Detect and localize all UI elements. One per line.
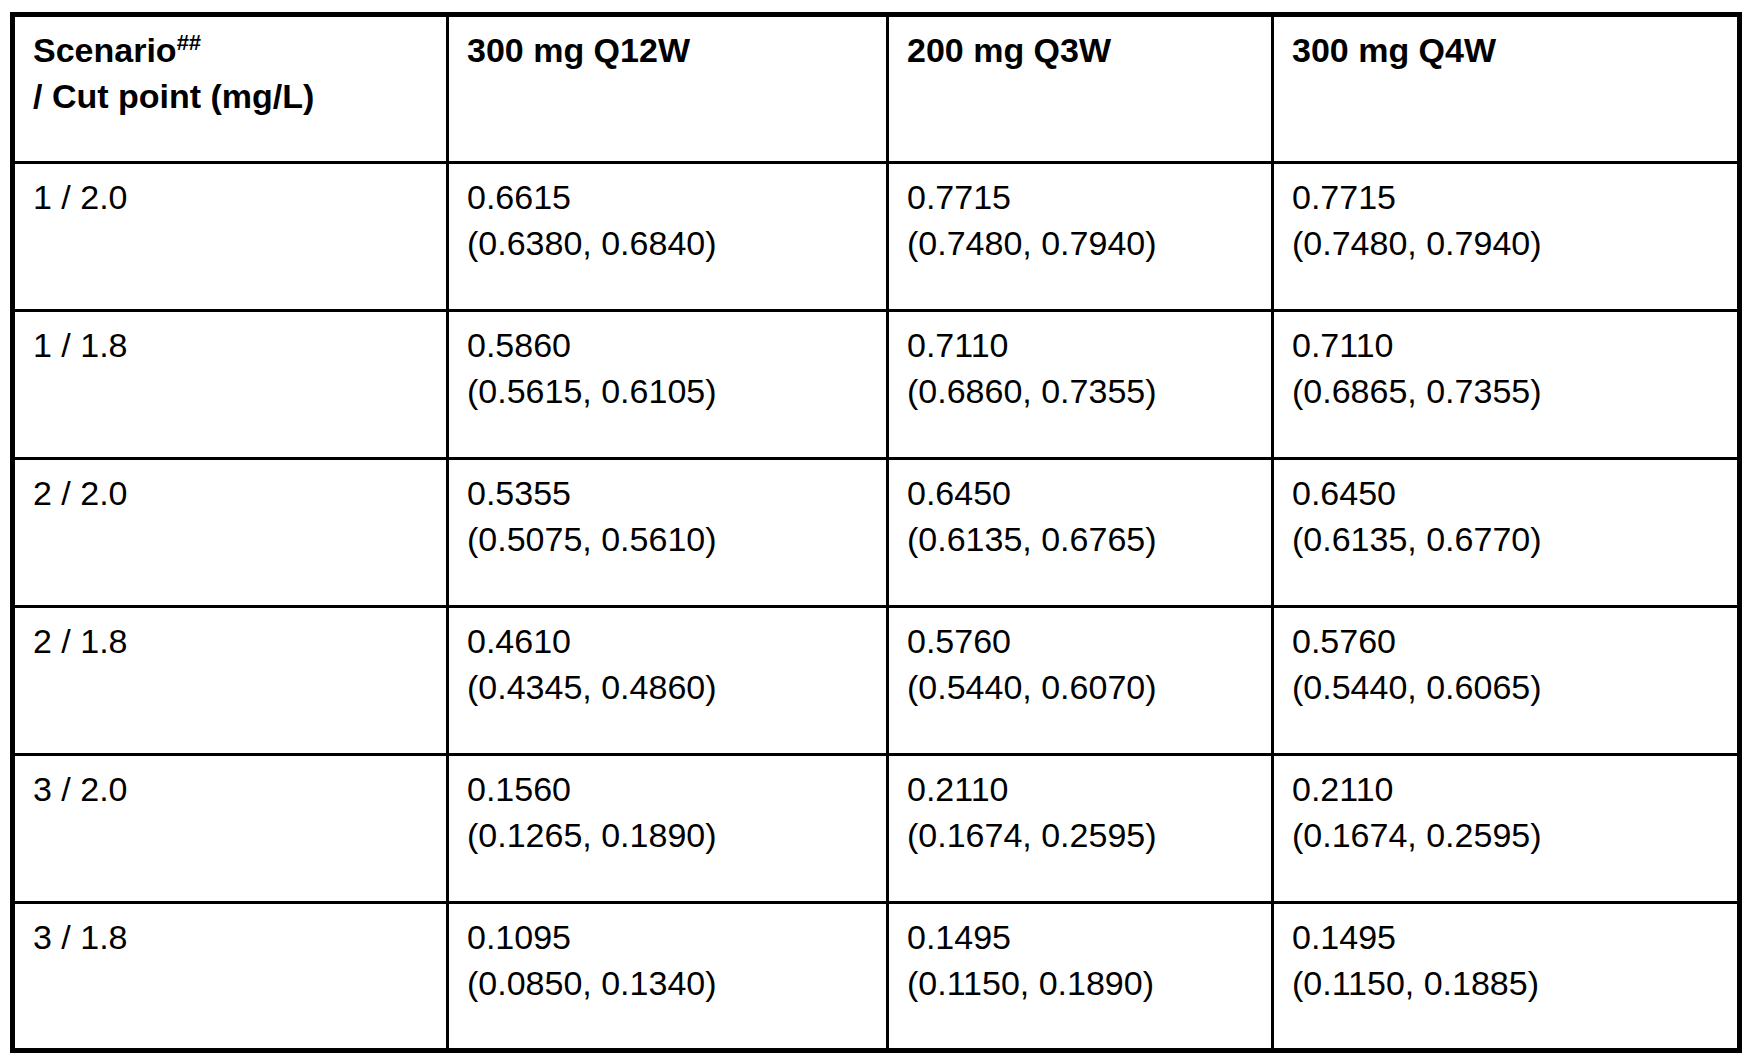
result-cell: 0.7715 (0.7480, 0.7940) (1273, 163, 1740, 311)
estimate-value: 0.5860 (467, 322, 872, 368)
table-row: 3 / 1.8 0.1095 (0.0850, 0.1340) 0.1495 (… (13, 903, 1740, 1051)
confidence-interval: (0.1674, 0.2595) (907, 812, 1257, 858)
scenario-cutpoint-cell: 1 / 1.8 (13, 311, 448, 459)
header-scenario-cutpoint: Scenario## / Cut point (mg/L) (13, 15, 448, 163)
confidence-interval: (0.5615, 0.6105) (467, 368, 872, 414)
result-cell: 0.6615 (0.6380, 0.6840) (448, 163, 888, 311)
result-cell: 0.5760 (0.5440, 0.6070) (888, 607, 1273, 755)
result-cell: 0.1560 (0.1265, 0.1890) (448, 755, 888, 903)
result-cell: 0.6450 (0.6135, 0.6765) (888, 459, 1273, 607)
confidence-interval: (0.6860, 0.7355) (907, 368, 1257, 414)
result-cell: 0.2110 (0.1674, 0.2595) (1273, 755, 1740, 903)
scenario-footnote-marker: ## (177, 30, 201, 55)
table-row: 2 / 2.0 0.5355 (0.5075, 0.5610) 0.6450 (… (13, 459, 1740, 607)
table-header-row: Scenario## / Cut point (mg/L) 300 mg Q12… (13, 15, 1740, 163)
estimate-value: 0.6450 (1292, 470, 1723, 516)
estimate-value: 0.1095 (467, 914, 872, 960)
result-cell: 0.5760 (0.5440, 0.6065) (1273, 607, 1740, 755)
estimate-value: 0.7110 (907, 322, 1257, 368)
confidence-interval: (0.1265, 0.1890) (467, 812, 872, 858)
result-cell: 0.7110 (0.6865, 0.7355) (1273, 311, 1740, 459)
confidence-interval: (0.6380, 0.6840) (467, 220, 872, 266)
result-cell: 0.6450 (0.6135, 0.6770) (1273, 459, 1740, 607)
confidence-interval: (0.1150, 0.1890) (907, 960, 1257, 1006)
header-dose-300mg-q4w: 300 mg Q4W (1273, 15, 1740, 163)
estimate-value: 0.2110 (907, 766, 1257, 812)
result-cell: 0.5355 (0.5075, 0.5610) (448, 459, 888, 607)
result-cell: 0.7715 (0.7480, 0.7940) (888, 163, 1273, 311)
scenario-cutpoint-cell: 2 / 1.8 (13, 607, 448, 755)
scenario-cutpoint-cell: 1 / 2.0 (13, 163, 448, 311)
estimate-value: 0.6450 (907, 470, 1257, 516)
result-cell: 0.1495 (0.1150, 0.1885) (1273, 903, 1740, 1051)
confidence-interval: (0.6135, 0.6770) (1292, 516, 1723, 562)
result-cell: 0.7110 (0.6860, 0.7355) (888, 311, 1273, 459)
result-cell: 0.1095 (0.0850, 0.1340) (448, 903, 888, 1051)
scenario-cutpoint-cell: 2 / 2.0 (13, 459, 448, 607)
table-row: 1 / 1.8 0.5860 (0.5615, 0.6105) 0.7110 (… (13, 311, 1740, 459)
estimate-value: 0.5760 (907, 618, 1257, 664)
estimate-value: 0.6615 (467, 174, 872, 220)
results-table: Scenario## / Cut point (mg/L) 300 mg Q12… (10, 12, 1742, 1053)
header-dose-300mg-q12w: 300 mg Q12W (448, 15, 888, 163)
estimate-value: 0.7110 (1292, 322, 1723, 368)
estimate-value: 0.5760 (1292, 618, 1723, 664)
table-row: 3 / 2.0 0.1560 (0.1265, 0.1890) 0.2110 (… (13, 755, 1740, 903)
scenario-cutpoint-cell: 3 / 1.8 (13, 903, 448, 1051)
scenario-cutpoint-cell: 3 / 2.0 (13, 755, 448, 903)
estimate-value: 0.4610 (467, 618, 872, 664)
confidence-interval: (0.5440, 0.6065) (1292, 664, 1723, 710)
header-scenario-line1: Scenario## (33, 27, 432, 73)
estimate-value: 0.1560 (467, 766, 872, 812)
table-row: 2 / 1.8 0.4610 (0.4345, 0.4860) 0.5760 (… (13, 607, 1740, 755)
result-cell: 0.5860 (0.5615, 0.6105) (448, 311, 888, 459)
estimate-value: 0.2110 (1292, 766, 1723, 812)
confidence-interval: (0.1150, 0.1885) (1292, 960, 1723, 1006)
confidence-interval: (0.0850, 0.1340) (467, 960, 872, 1006)
confidence-interval: (0.7480, 0.7940) (1292, 220, 1723, 266)
confidence-interval: (0.6865, 0.7355) (1292, 368, 1723, 414)
confidence-interval: (0.6135, 0.6765) (907, 516, 1257, 562)
header-dose-200mg-q3w: 200 mg Q3W (888, 15, 1273, 163)
confidence-interval: (0.5075, 0.5610) (467, 516, 872, 562)
result-cell: 0.2110 (0.1674, 0.2595) (888, 755, 1273, 903)
estimate-value: 0.5355 (467, 470, 872, 516)
result-cell: 0.4610 (0.4345, 0.4860) (448, 607, 888, 755)
estimate-value: 0.7715 (907, 174, 1257, 220)
confidence-interval: (0.4345, 0.4860) (467, 664, 872, 710)
confidence-interval: (0.5440, 0.6070) (907, 664, 1257, 710)
table-row: 1 / 2.0 0.6615 (0.6380, 0.6840) 0.7715 (… (13, 163, 1740, 311)
estimate-value: 0.7715 (1292, 174, 1723, 220)
estimate-value: 0.1495 (907, 914, 1257, 960)
result-cell: 0.1495 (0.1150, 0.1890) (888, 903, 1273, 1051)
header-scenario-line2: / Cut point (mg/L) (33, 73, 432, 119)
confidence-interval: (0.7480, 0.7940) (907, 220, 1257, 266)
estimate-value: 0.1495 (1292, 914, 1723, 960)
confidence-interval: (0.1674, 0.2595) (1292, 812, 1723, 858)
